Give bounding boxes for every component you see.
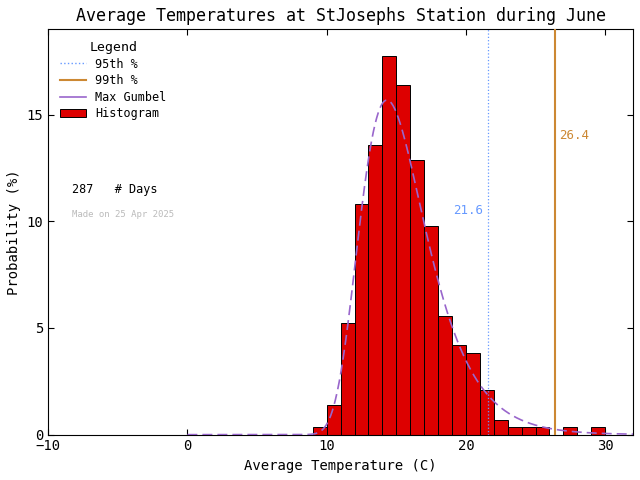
Y-axis label: Probability (%): Probability (%): [7, 169, 21, 295]
Bar: [536, 427, 550, 434]
Title: Average Temperatures at StJosephs Station during June: Average Temperatures at StJosephs Statio…: [76, 7, 605, 25]
Bar: [382, 56, 396, 434]
Bar: [438, 316, 452, 434]
Bar: [494, 420, 508, 434]
Bar: [313, 427, 326, 434]
Bar: [563, 427, 577, 434]
Bar: [452, 346, 466, 434]
Bar: [369, 144, 382, 434]
Bar: [424, 227, 438, 434]
Bar: [466, 353, 480, 434]
Bar: [355, 204, 369, 434]
Bar: [340, 323, 355, 434]
Bar: [410, 160, 424, 434]
Bar: [326, 405, 340, 434]
Bar: [591, 427, 605, 434]
Bar: [508, 427, 522, 434]
Bar: [480, 390, 494, 434]
Text: 21.6: 21.6: [452, 204, 483, 217]
X-axis label: Average Temperature (C): Average Temperature (C): [244, 459, 437, 473]
Legend: 95th %, 99th %, Max Gumbel, Histogram: 95th %, 99th %, Max Gumbel, Histogram: [54, 35, 173, 126]
Text: 287   # Days: 287 # Days: [72, 183, 157, 196]
Text: Made on 25 Apr 2025: Made on 25 Apr 2025: [72, 210, 173, 219]
Bar: [522, 427, 536, 434]
Bar: [396, 85, 410, 434]
Text: 26.4: 26.4: [559, 130, 589, 143]
